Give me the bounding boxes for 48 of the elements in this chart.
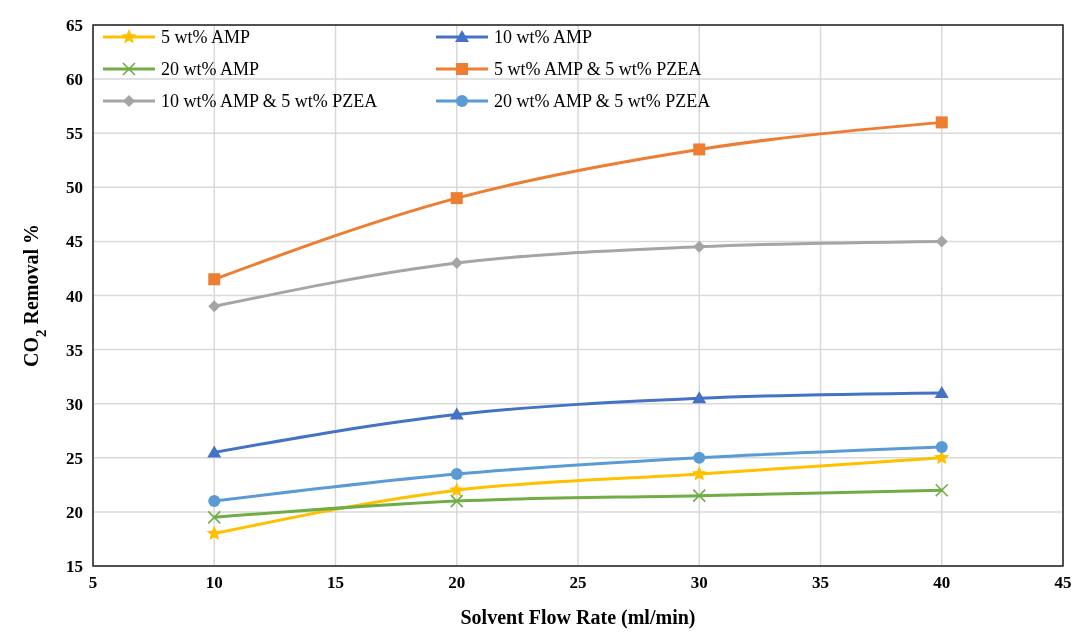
x-tick-label: 5 — [88, 573, 98, 592]
point — [208, 495, 221, 508]
legend-label: 20 wt% AMP & 5 wt% PZEA — [494, 91, 711, 111]
x-tick-label: 10 — [205, 573, 223, 592]
y-tick-label: 25 — [66, 448, 83, 468]
x-axis-title: Solvent Flow Rate (ml/min) — [460, 606, 696, 629]
point — [692, 488, 707, 503]
point — [450, 257, 463, 270]
point — [449, 407, 464, 420]
point — [935, 440, 948, 453]
point — [450, 192, 463, 205]
legend-label: 10 wt% AMP & 5 wt% PZEA — [161, 91, 378, 111]
y-tick-label: 40 — [66, 286, 83, 306]
y-tick-label: 45 — [66, 232, 83, 252]
y-tick-label: 35 — [66, 340, 83, 360]
y-tick-label: 15 — [66, 557, 83, 576]
point — [692, 391, 707, 404]
legend-label: 5 wt% AMP — [161, 27, 251, 47]
point — [450, 468, 463, 481]
point — [207, 510, 222, 525]
x-tick-label: 15 — [327, 573, 344, 592]
legend-label: 10 wt% AMP — [494, 27, 593, 47]
point — [693, 451, 706, 464]
y-tick-label: 50 — [66, 178, 83, 198]
x-tick-label: 40 — [933, 573, 951, 592]
point — [449, 494, 464, 508]
legend-label: 5 wt% AMP & 5 wt% PZEA — [494, 59, 702, 79]
x-tick-label: 45 — [1054, 573, 1072, 592]
point — [208, 300, 221, 313]
y-tick-label: 60 — [66, 70, 83, 90]
point — [206, 525, 222, 541]
y-tick-label: 55 — [66, 124, 83, 144]
x-tick-label: 30 — [690, 573, 708, 592]
y-tick-label: 65 — [66, 16, 83, 35]
y-tick-label: 20 — [66, 502, 83, 522]
point — [208, 273, 221, 286]
point — [935, 116, 948, 129]
legend-label: 20 wt% AMP — [161, 59, 260, 79]
x-tick-label: 35 — [812, 573, 829, 592]
point — [934, 385, 949, 398]
x-tick-label: 20 — [448, 573, 466, 592]
point — [693, 143, 706, 156]
y-tick-label: 30 — [66, 394, 83, 414]
point — [449, 482, 465, 497]
point — [691, 466, 707, 481]
point — [934, 483, 949, 498]
point — [207, 445, 222, 458]
x-tick-label: 25 — [569, 573, 587, 592]
